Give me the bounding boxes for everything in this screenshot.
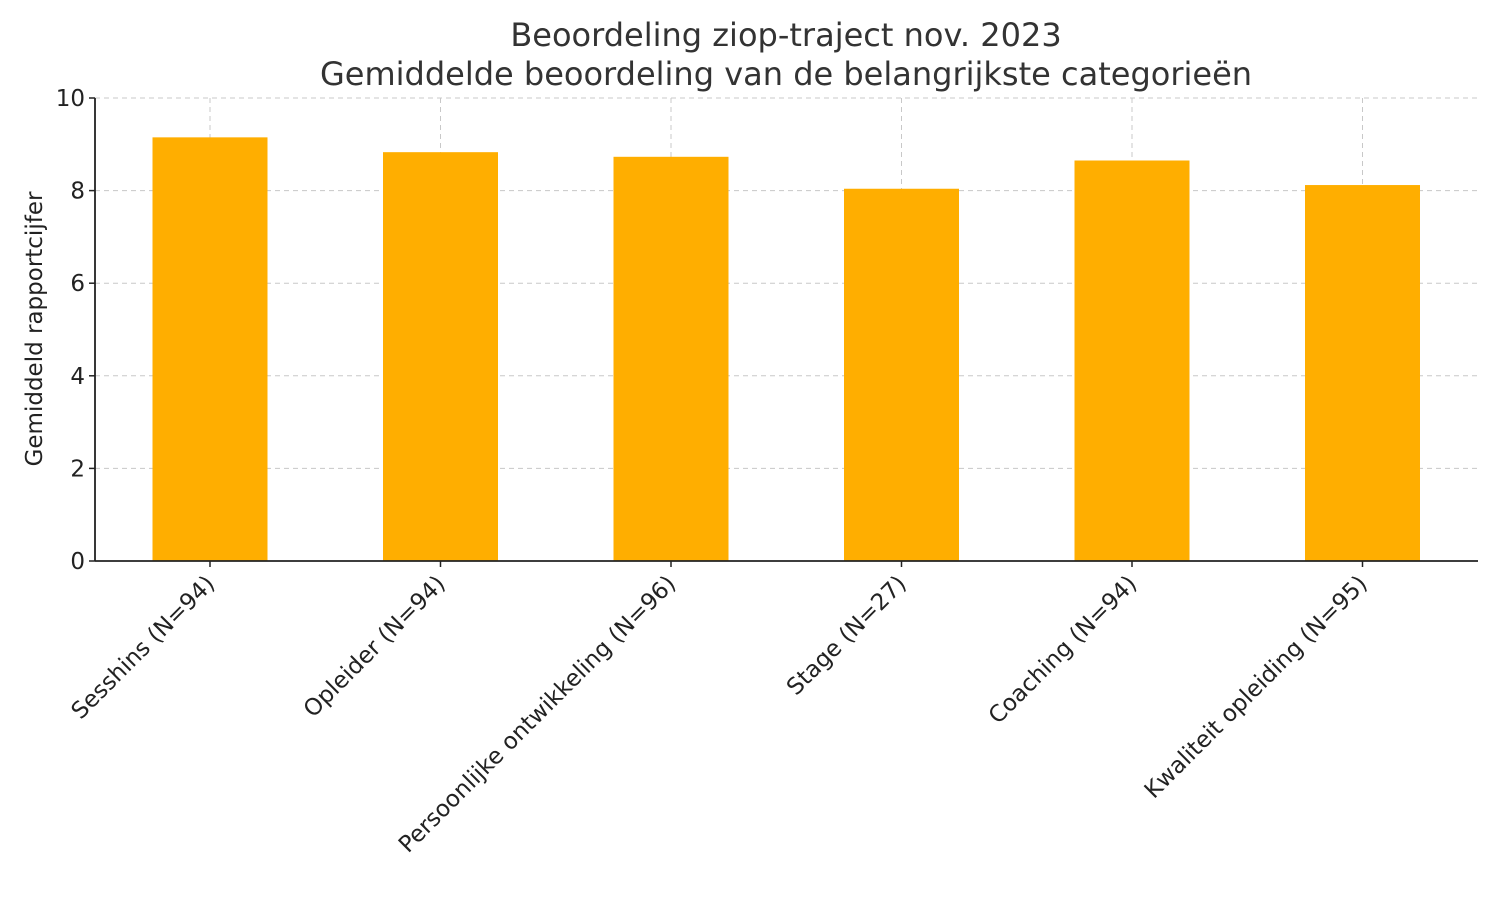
x-tick-label: Kwaliteit opleiding (N=95) xyxy=(1140,571,1373,804)
bar xyxy=(1305,185,1420,561)
grid-layer xyxy=(95,97,1478,561)
bar xyxy=(1074,160,1190,561)
bar xyxy=(613,156,729,561)
x-tick-label: Sesshins (N=94) xyxy=(67,571,221,725)
y-tick-label: 0 xyxy=(70,549,85,575)
x-tick-label: Stage (N=27) xyxy=(782,571,912,701)
y-axis-label: Gemiddeld rapportcijfer xyxy=(22,191,48,466)
axes-layer xyxy=(94,98,1478,562)
x-tick-label: Coaching (N=94) xyxy=(984,571,1142,729)
y-tick-label: 4 xyxy=(70,364,85,390)
y-tick-label: 8 xyxy=(70,179,85,205)
y-tick-label: 10 xyxy=(56,86,85,112)
bar xyxy=(844,188,959,562)
chart-title: Beoordeling ziop-traject nov. 2023 xyxy=(510,16,1061,54)
x-tick-label: Opleider (N=94) xyxy=(299,571,451,723)
chart-subtitle: Gemiddelde beoordeling van de belangrijk… xyxy=(320,55,1252,93)
y-tick-label: 2 xyxy=(70,456,85,482)
x-tick-label: Persoonlijke ontwikkeling (N=96) xyxy=(394,571,681,858)
bar xyxy=(383,152,498,561)
bar xyxy=(152,137,268,562)
bars-layer xyxy=(152,137,1420,562)
y-tick-label: 6 xyxy=(70,271,85,297)
